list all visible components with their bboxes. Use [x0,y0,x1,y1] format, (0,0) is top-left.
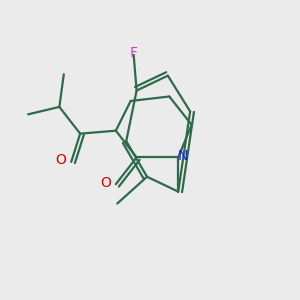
Text: O: O [56,153,66,167]
Text: F: F [130,46,138,59]
Text: N: N [178,149,188,163]
Text: O: O [100,176,111,190]
